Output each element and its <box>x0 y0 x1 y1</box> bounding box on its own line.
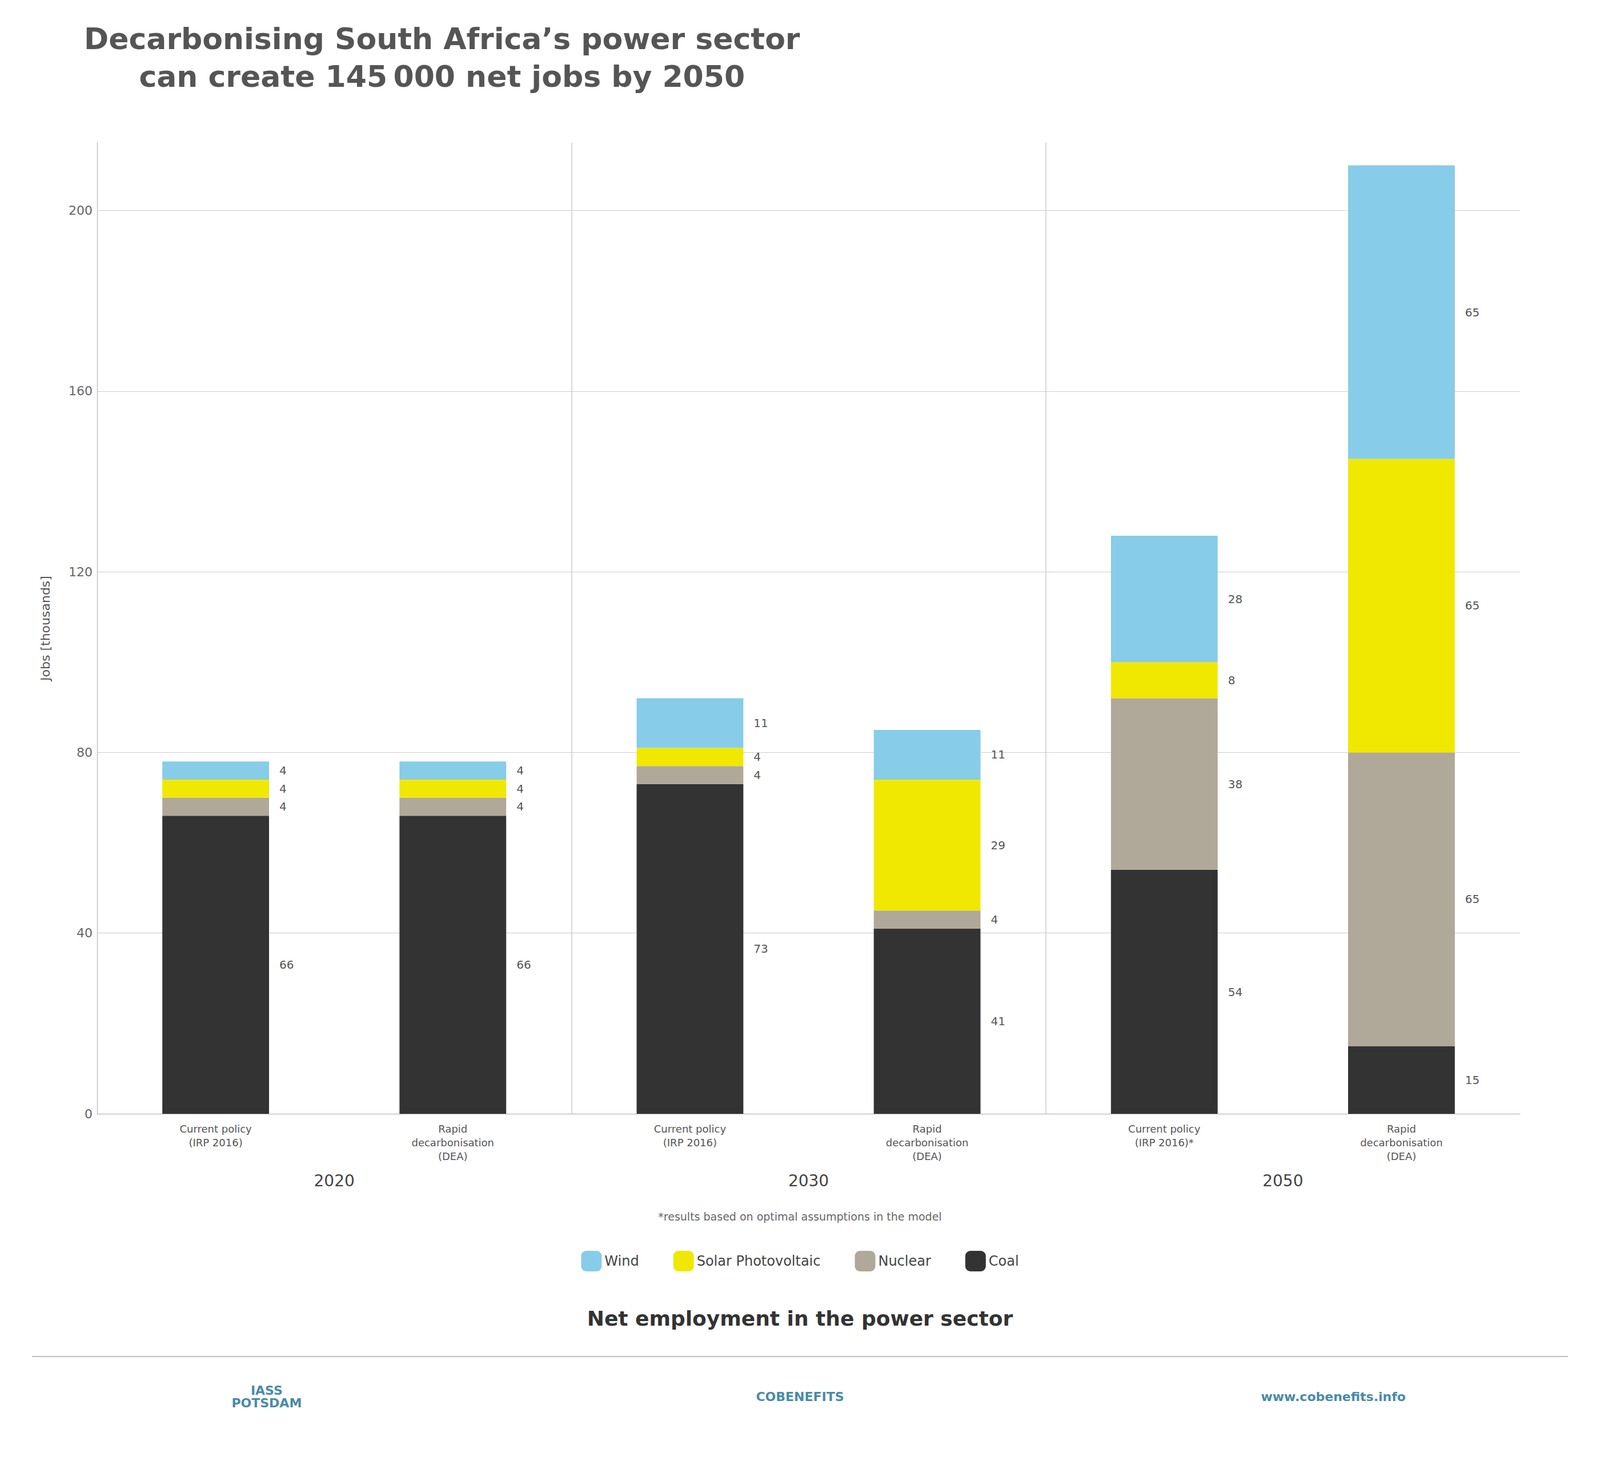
svg-text:120: 120 <box>68 564 93 580</box>
svg-text:28: 28 <box>1228 592 1243 607</box>
svg-text:80: 80 <box>76 745 93 760</box>
svg-text:Nuclear: Nuclear <box>877 1253 932 1270</box>
svg-text:(DEA): (DEA) <box>1386 1150 1417 1163</box>
svg-text:Jobs [thousands]: Jobs [thousands] <box>38 575 53 683</box>
svg-text:www.cobenefits.info: www.cobenefits.info <box>1260 1389 1406 1405</box>
svg-text:(DEA): (DEA) <box>912 1150 942 1163</box>
svg-text:decarbonisation: decarbonisation <box>411 1136 495 1149</box>
svg-text:40: 40 <box>76 925 93 941</box>
svg-text:IASS: IASS <box>250 1383 283 1398</box>
svg-text:160: 160 <box>68 383 93 399</box>
svg-text:Coal: Coal <box>988 1253 1020 1270</box>
svg-text:65: 65 <box>1465 892 1480 906</box>
svg-text:*results based on optimal assu: *results based on optimal assumptions in… <box>658 1210 942 1223</box>
svg-text:4: 4 <box>279 799 287 814</box>
svg-text:54: 54 <box>1228 985 1243 1000</box>
svg-text:Decarbonising South Africa’s p: Decarbonising South Africa’s power secto… <box>83 21 801 56</box>
svg-text:65: 65 <box>1465 598 1480 613</box>
svg-text:4: 4 <box>279 763 287 778</box>
svg-text:41: 41 <box>990 1014 1005 1029</box>
svg-text:73: 73 <box>753 941 768 956</box>
svg-text:38: 38 <box>1228 777 1243 792</box>
svg-text:29: 29 <box>990 838 1005 853</box>
svg-text:Solar Photovoltaic: Solar Photovoltaic <box>696 1253 821 1270</box>
svg-text:11: 11 <box>753 716 768 731</box>
svg-text:2030: 2030 <box>788 1171 829 1191</box>
svg-text:can create 145 000 net jobs by: can create 145 000 net jobs by 2050 <box>138 59 745 94</box>
svg-text:decarbonisation: decarbonisation <box>885 1136 969 1149</box>
svg-text:2020: 2020 <box>314 1171 355 1191</box>
svg-text:66: 66 <box>516 957 531 972</box>
svg-text:(IRP 2016): (IRP 2016) <box>663 1136 717 1149</box>
svg-text:Rapid: Rapid <box>912 1123 942 1136</box>
svg-text:POTSDAM: POTSDAM <box>231 1396 302 1411</box>
svg-text:(DEA): (DEA) <box>438 1150 468 1163</box>
svg-text:(IRP 2016): (IRP 2016) <box>188 1136 243 1149</box>
svg-text:Net employment in the power se: Net employment in the power sector <box>587 1306 1014 1331</box>
svg-text:Wind: Wind <box>604 1253 639 1270</box>
svg-text:15: 15 <box>1465 1073 1480 1088</box>
svg-text:200: 200 <box>68 203 93 218</box>
svg-text:4: 4 <box>753 768 761 783</box>
svg-text:Current policy: Current policy <box>179 1123 252 1136</box>
svg-text:(IRP 2016)*: (IRP 2016)* <box>1135 1136 1194 1149</box>
svg-text:4: 4 <box>279 782 287 796</box>
svg-text:4: 4 <box>516 763 524 778</box>
svg-text:decarbonisation: decarbonisation <box>1360 1136 1443 1149</box>
svg-text:0: 0 <box>84 1107 93 1122</box>
svg-text:65: 65 <box>1465 305 1480 320</box>
svg-text:4: 4 <box>990 912 998 927</box>
svg-text:2050: 2050 <box>1262 1171 1303 1191</box>
svg-text:8: 8 <box>1228 673 1236 688</box>
svg-text:Rapid: Rapid <box>1386 1123 1417 1136</box>
svg-text:4: 4 <box>516 782 524 796</box>
svg-text:66: 66 <box>279 957 294 972</box>
svg-text:COBENEFITS: COBENEFITS <box>755 1389 844 1405</box>
svg-text:4: 4 <box>516 799 524 814</box>
svg-text:4: 4 <box>753 750 761 764</box>
svg-text:Current policy: Current policy <box>654 1123 727 1136</box>
svg-text:Current policy: Current policy <box>1128 1123 1201 1136</box>
svg-text:Rapid: Rapid <box>438 1123 468 1136</box>
svg-text:11: 11 <box>990 747 1005 762</box>
